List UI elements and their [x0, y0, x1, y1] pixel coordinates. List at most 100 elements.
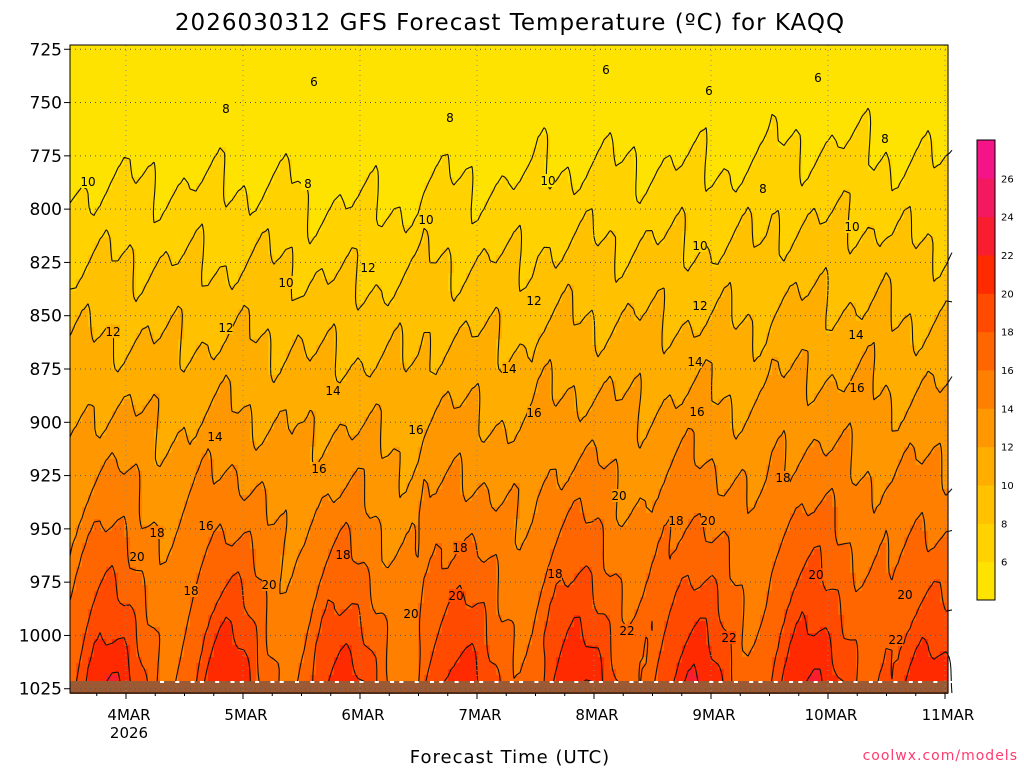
- temperature-cell: [916, 213, 923, 220]
- temperature-cell: [244, 165, 251, 172]
- temperature-cell: [370, 63, 377, 70]
- temperature-cell: [190, 123, 197, 130]
- temperature-cell: [568, 141, 575, 148]
- temperature-cell: [934, 201, 941, 208]
- temperature-cell: [706, 165, 713, 172]
- temperature-cell: [814, 99, 821, 106]
- temperature-cell: [766, 93, 773, 100]
- temperature-cell: [664, 81, 671, 88]
- temperature-cell: [934, 207, 941, 214]
- temperature-cell: [328, 189, 335, 196]
- temperature-cell: [208, 93, 215, 100]
- temperature-cell: [220, 93, 227, 100]
- temperature-cell: [544, 81, 551, 88]
- temperature-cell: [688, 51, 695, 58]
- temperature-cell: [856, 165, 863, 172]
- temperature-cell: [370, 135, 377, 142]
- temperature-cell: [520, 57, 527, 64]
- temperature-cell: [472, 141, 479, 148]
- temperature-cell: [592, 111, 599, 118]
- temperature-cell: [202, 219, 209, 226]
- temperature-cell: [352, 57, 359, 64]
- temperature-cell: [658, 51, 665, 58]
- temperature-cell: [826, 195, 833, 202]
- temperature-cell: [160, 129, 167, 136]
- temperature-cell: [700, 177, 707, 184]
- temperature-cell: [736, 243, 743, 250]
- temperature-cell: [742, 225, 749, 232]
- temperature-cell: [460, 135, 467, 142]
- temperature-cell: [292, 57, 299, 64]
- temperature-cell: [940, 201, 947, 208]
- temperature-cell: [634, 105, 641, 112]
- temperature-cell: [112, 93, 119, 100]
- temperature-cell: [388, 243, 395, 250]
- temperature-cell: [142, 45, 149, 52]
- temperature-cell: [136, 219, 143, 226]
- temperature-cell: [262, 219, 269, 226]
- temperature-cell: [694, 105, 701, 112]
- temperature-cell: [436, 207, 443, 214]
- temperature-cell: [826, 153, 833, 160]
- temperature-cell: [580, 159, 587, 166]
- temperature-cell: [556, 93, 563, 100]
- temperature-cell: [436, 201, 443, 208]
- temperature-cell: [130, 105, 137, 112]
- temperature-cell: [652, 141, 659, 148]
- temperature-cell: [448, 231, 455, 238]
- temperature-cell: [256, 111, 263, 118]
- temperature-cell: [292, 195, 299, 202]
- temperature-cell: [184, 99, 191, 106]
- temperature-cell: [484, 93, 491, 100]
- temperature-cell: [808, 177, 815, 184]
- temperature-cell: [286, 87, 293, 94]
- temperature-cell: [766, 75, 773, 82]
- temperature-cell: [112, 147, 119, 154]
- temperature-cell: [394, 231, 401, 238]
- temperature-cell: [388, 201, 395, 208]
- temperature-cell: [532, 213, 539, 220]
- temperature-cell: [466, 123, 473, 130]
- temperature-cell: [106, 111, 113, 118]
- temperature-cell: [394, 147, 401, 154]
- temperature-cell: [298, 99, 305, 106]
- temperature-cell: [526, 141, 533, 148]
- temperature-cell: [238, 153, 245, 160]
- temperature-cell: [490, 207, 497, 214]
- temperature-cell: [328, 237, 335, 244]
- temperature-cell: [490, 225, 497, 232]
- temperature-cell: [208, 117, 215, 124]
- temperature-cell: [892, 81, 899, 88]
- temperature-cell: [796, 99, 803, 106]
- temperature-cell: [346, 63, 353, 70]
- temperature-cell: [292, 93, 299, 100]
- temperature-cell: [214, 93, 221, 100]
- temperature-cell: [682, 81, 689, 88]
- temperature-cell: [556, 165, 563, 172]
- temperature-cell: [406, 171, 413, 178]
- temperature-cell: [316, 189, 323, 196]
- temperature-cell: [310, 201, 317, 208]
- temperature-cell: [562, 183, 569, 190]
- temperature-cell: [754, 57, 761, 64]
- temperature-cell: [100, 123, 107, 130]
- temperature-cell: [430, 57, 437, 64]
- temperature-cell: [310, 105, 317, 112]
- temperature-cell: [802, 225, 809, 232]
- temperature-cell: [232, 225, 239, 232]
- temperature-cell: [388, 105, 395, 112]
- temperature-cell: [400, 183, 407, 190]
- temperature-cell: [676, 189, 683, 196]
- temperature-cell: [250, 51, 257, 58]
- temperature-cell: [370, 87, 377, 94]
- temperature-cell: [346, 159, 353, 166]
- temperature-cell: [124, 183, 131, 190]
- temperature-cell: [406, 189, 413, 196]
- temperature-cell: [376, 147, 383, 154]
- temperature-cell: [106, 93, 113, 100]
- temperature-cell: [922, 189, 929, 196]
- temperature-cell: [268, 195, 275, 202]
- temperature-cell: [298, 195, 305, 202]
- temperature-cell: [586, 153, 593, 160]
- temperature-cell: [406, 219, 413, 226]
